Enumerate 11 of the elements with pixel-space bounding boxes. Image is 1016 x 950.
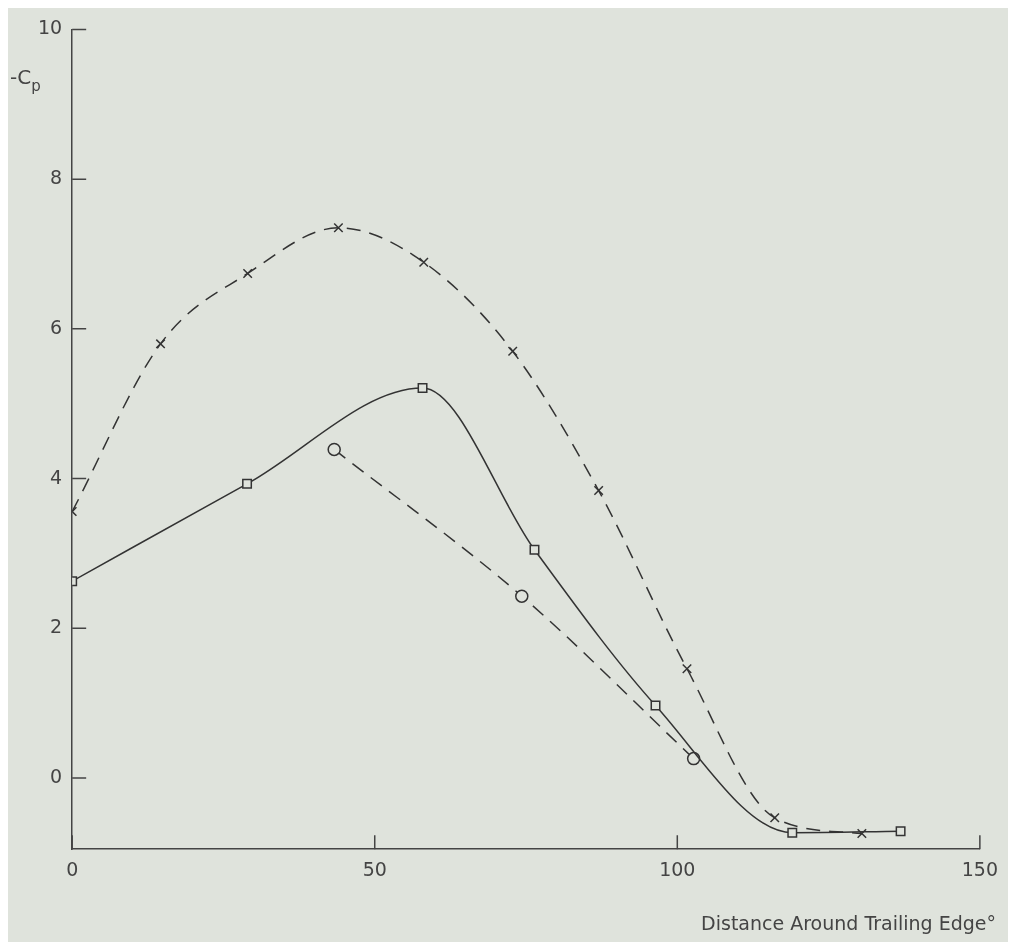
x-tick-label: 100 (659, 857, 696, 880)
x-tick-label: 50 (362, 857, 387, 880)
y-tick-label: 8 (50, 166, 63, 189)
y-tick-label: 2 (50, 615, 63, 638)
x-axis-title: Distance Around Trailing Edge° (701, 912, 996, 934)
x-tick-label: 0 (66, 857, 79, 880)
y-tick-label: 10 (37, 16, 63, 39)
y-tick-label: 0 (50, 765, 63, 788)
y-tick-label: 4 (50, 465, 63, 488)
x-tick-label: 150 (961, 857, 998, 880)
y-tick-label: 6 (50, 315, 63, 338)
